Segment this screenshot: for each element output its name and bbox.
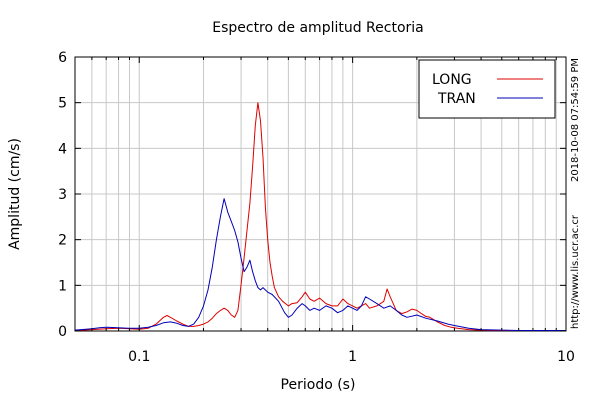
axis-ticks: 0 1 2 3 4 5 6 0.1 1 10 [58, 50, 575, 365]
grid-lines [74, 57, 566, 331]
x-tick-label: 0.1 [128, 349, 150, 365]
chart-title: Espectro de amplitud Rectoria [212, 20, 424, 36]
series-line-long [74, 102, 566, 331]
y-tick-label: 4 [58, 141, 67, 157]
legend-label-tran: TRAN [437, 91, 476, 107]
x-axis-label: Periodo (s) [281, 377, 356, 393]
legend-label-long: LONG [432, 72, 472, 88]
timestamp-label: 2018-10-08 07:54:59 PM [570, 58, 581, 182]
y-tick-label: 6 [58, 50, 67, 66]
y-axis-label: Amplitud (cm/s) [7, 138, 23, 250]
y-tick-label: 5 [58, 96, 67, 112]
y-tick-label: 3 [58, 187, 67, 203]
legend-box [418, 59, 556, 119]
y-tick-label: 0 [58, 324, 67, 340]
y-tick-label: 1 [58, 278, 67, 294]
source-url-label: http://www.lis.ucr.ac.cr [570, 214, 581, 329]
series-line-tran [74, 198, 566, 331]
x-tick-label: 1 [348, 349, 357, 365]
legend: LONG TRAN [418, 59, 556, 119]
y-tick-label: 2 [58, 233, 67, 249]
series-lines [74, 102, 566, 331]
x-tick-label: 10 [557, 349, 575, 365]
